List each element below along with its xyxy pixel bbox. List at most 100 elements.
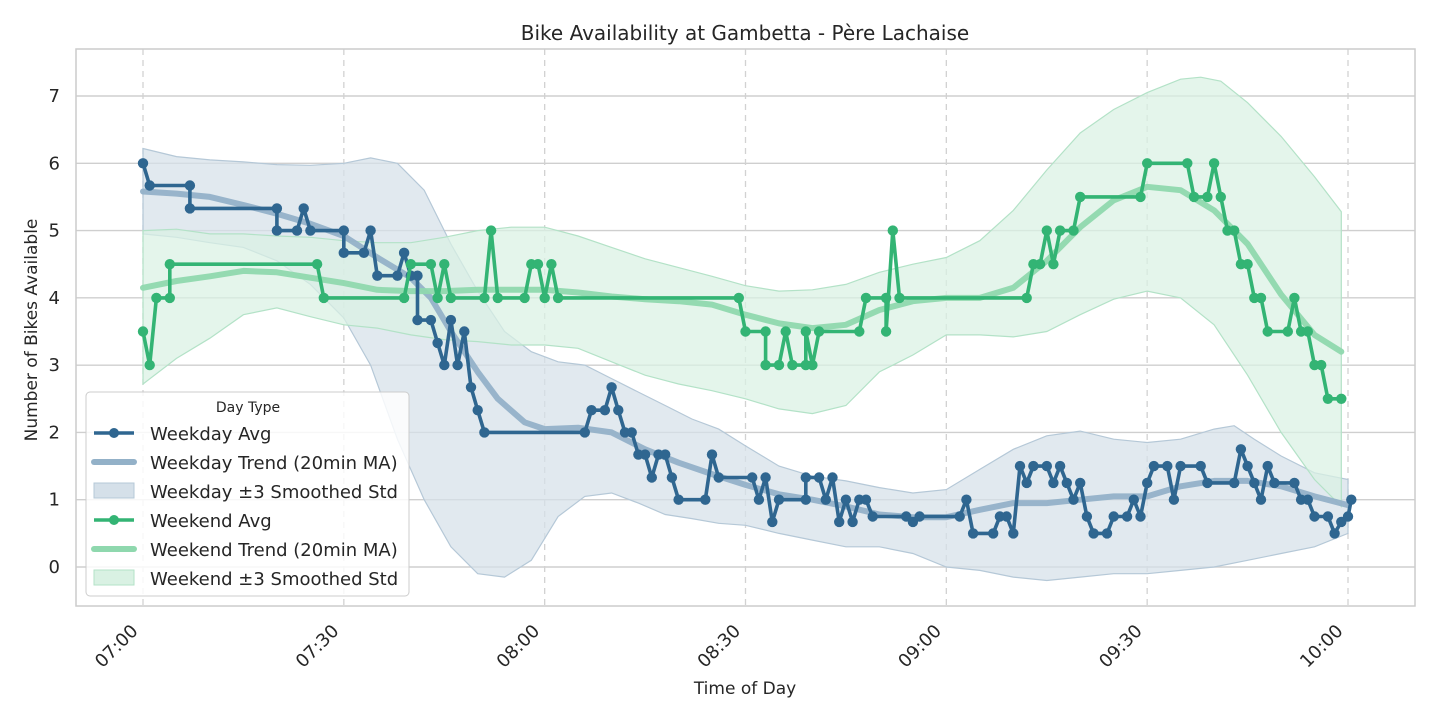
weekend-avg-point bbox=[539, 292, 550, 304]
weekend-avg-point bbox=[760, 359, 771, 371]
chart-title: Bike Availability at Gambetta - Père Lac… bbox=[521, 21, 969, 45]
weekday-avg-point bbox=[626, 427, 637, 438]
weekday-avg-point bbox=[412, 270, 423, 281]
weekend-avg-point bbox=[1316, 359, 1327, 371]
weekday-avg-point bbox=[1121, 511, 1133, 522]
legend-label: Weekday ±3 Smoothed Std bbox=[150, 482, 398, 503]
weekend-avg-point bbox=[1021, 292, 1032, 304]
weekday-avg-point bbox=[1249, 477, 1260, 489]
weekday-avg-point bbox=[847, 516, 858, 528]
legend-item-weekday-band: Weekday ±3 Smoothed Std bbox=[93, 482, 398, 503]
weekday-avg-point bbox=[1202, 477, 1213, 489]
weekday-avg-point bbox=[673, 494, 684, 505]
weekend-avg-point bbox=[1242, 259, 1253, 270]
weekend-avg-point bbox=[1135, 191, 1146, 203]
weekend-avg-point bbox=[144, 359, 155, 371]
legend-item-weekday-trend: Weekday Trend (20min MA) bbox=[91, 453, 398, 474]
weekend-avg-point bbox=[1282, 326, 1294, 337]
weekday-avg-point bbox=[1255, 494, 1267, 505]
weekday-avg-point bbox=[1262, 460, 1273, 472]
weekday-avg-point bbox=[1168, 494, 1180, 505]
weekend-avg-point bbox=[860, 292, 872, 304]
weekend-avg-point bbox=[552, 292, 564, 304]
weekday-avg-point bbox=[586, 405, 597, 416]
weekday-avg-point bbox=[767, 516, 778, 528]
weekend-avg-point bbox=[1075, 191, 1086, 203]
weekend-avg-point bbox=[318, 292, 329, 304]
weekday-avg-point bbox=[606, 382, 617, 393]
y-tick-label: 7 bbox=[49, 86, 60, 107]
weekday-avg-point bbox=[747, 472, 758, 483]
weekend-avg-point bbox=[880, 326, 892, 337]
weekday-avg-point bbox=[1061, 477, 1073, 489]
weekday-avg-point bbox=[967, 528, 979, 539]
avg-series bbox=[137, 158, 1357, 539]
weekday-avg-point bbox=[425, 314, 437, 326]
weekday-avg-point bbox=[1028, 460, 1039, 472]
weekday-avg-point bbox=[666, 472, 678, 483]
plot-frame bbox=[75, 48, 1416, 607]
legend: Day Type Weekday Avg Weekday Trend (20mi… bbox=[85, 391, 410, 597]
weekday-avg-point bbox=[432, 337, 443, 349]
y-tick-label: 1 bbox=[49, 490, 60, 511]
weekend-avg-point bbox=[1262, 326, 1273, 337]
weekend-avg-point bbox=[425, 259, 437, 270]
weekday-avg-point bbox=[753, 494, 765, 505]
weekday-avg-point bbox=[1081, 511, 1093, 522]
weekday-avg-point bbox=[184, 180, 196, 191]
weekday-avg-point bbox=[1041, 460, 1053, 472]
weekday-avg-point bbox=[1322, 511, 1334, 522]
weekend-avg-point bbox=[854, 326, 865, 337]
weekday-avg-point bbox=[305, 225, 316, 236]
weekday-avg-point bbox=[1148, 460, 1160, 472]
weekday-avg-point bbox=[646, 472, 657, 483]
y-tick-labels: 0 1 2 3 4 5 6 7 bbox=[49, 86, 60, 578]
weekday-avg-point bbox=[1342, 511, 1354, 522]
weekday-avg-point bbox=[760, 472, 771, 483]
weekday-avg-point bbox=[914, 511, 925, 522]
y-tick-label: 3 bbox=[49, 355, 60, 376]
weekend-avg-point bbox=[479, 292, 490, 304]
weekday-avg-point bbox=[1162, 460, 1173, 472]
weekday-avg-point bbox=[988, 528, 999, 539]
weekend-avg-point bbox=[887, 225, 898, 236]
weekday-avg-point bbox=[713, 472, 724, 483]
weekend-avg-point bbox=[1142, 158, 1153, 169]
weekend-avg-point bbox=[439, 259, 450, 270]
weekday-avg-point bbox=[271, 225, 283, 236]
weekday-avg-point bbox=[412, 314, 423, 326]
weekend-avg-point bbox=[807, 359, 818, 371]
weekend-avg-point bbox=[1054, 225, 1066, 236]
weekday-avg-point bbox=[1195, 460, 1206, 472]
weekend-avg-point bbox=[787, 359, 798, 371]
weekday-avg-point bbox=[639, 449, 651, 460]
weekday-avg-point bbox=[298, 203, 309, 214]
legend-label: Weekend Avg bbox=[150, 511, 272, 532]
weekday-avg-point bbox=[1142, 477, 1153, 489]
legend-title: Day Type bbox=[216, 400, 280, 416]
weekend-avg-point bbox=[1034, 259, 1046, 270]
weekday-avg-point bbox=[1329, 528, 1340, 539]
weekday-avg-point bbox=[372, 270, 383, 281]
weekday-avg-point bbox=[1346, 494, 1357, 505]
weekday-avg-point bbox=[613, 405, 624, 416]
weekend-avg-point bbox=[532, 259, 544, 270]
weekend-trend-line bbox=[140, 183, 1345, 355]
weekend-avg-point bbox=[800, 326, 811, 337]
weekend-avg-point bbox=[1215, 191, 1227, 203]
y-axis-label: Number of Bikes Available bbox=[22, 219, 42, 442]
weekday-avg-point bbox=[700, 494, 711, 505]
weekday-avg-point bbox=[1021, 477, 1032, 489]
legend-label: Weekday Avg bbox=[150, 424, 271, 445]
weekday-avg-point bbox=[1001, 511, 1012, 522]
weekday-avg-point bbox=[773, 494, 785, 505]
weekend-avg-point bbox=[1255, 292, 1267, 304]
weekend-avg-point bbox=[492, 292, 503, 304]
weekday-avg bbox=[137, 158, 1357, 539]
weekday-avg-point bbox=[1235, 444, 1247, 455]
weekend-avg-point bbox=[740, 326, 751, 337]
weekend-avg-point bbox=[1048, 259, 1059, 270]
legend-box bbox=[85, 391, 410, 597]
weekday-avg-point bbox=[1068, 494, 1079, 505]
